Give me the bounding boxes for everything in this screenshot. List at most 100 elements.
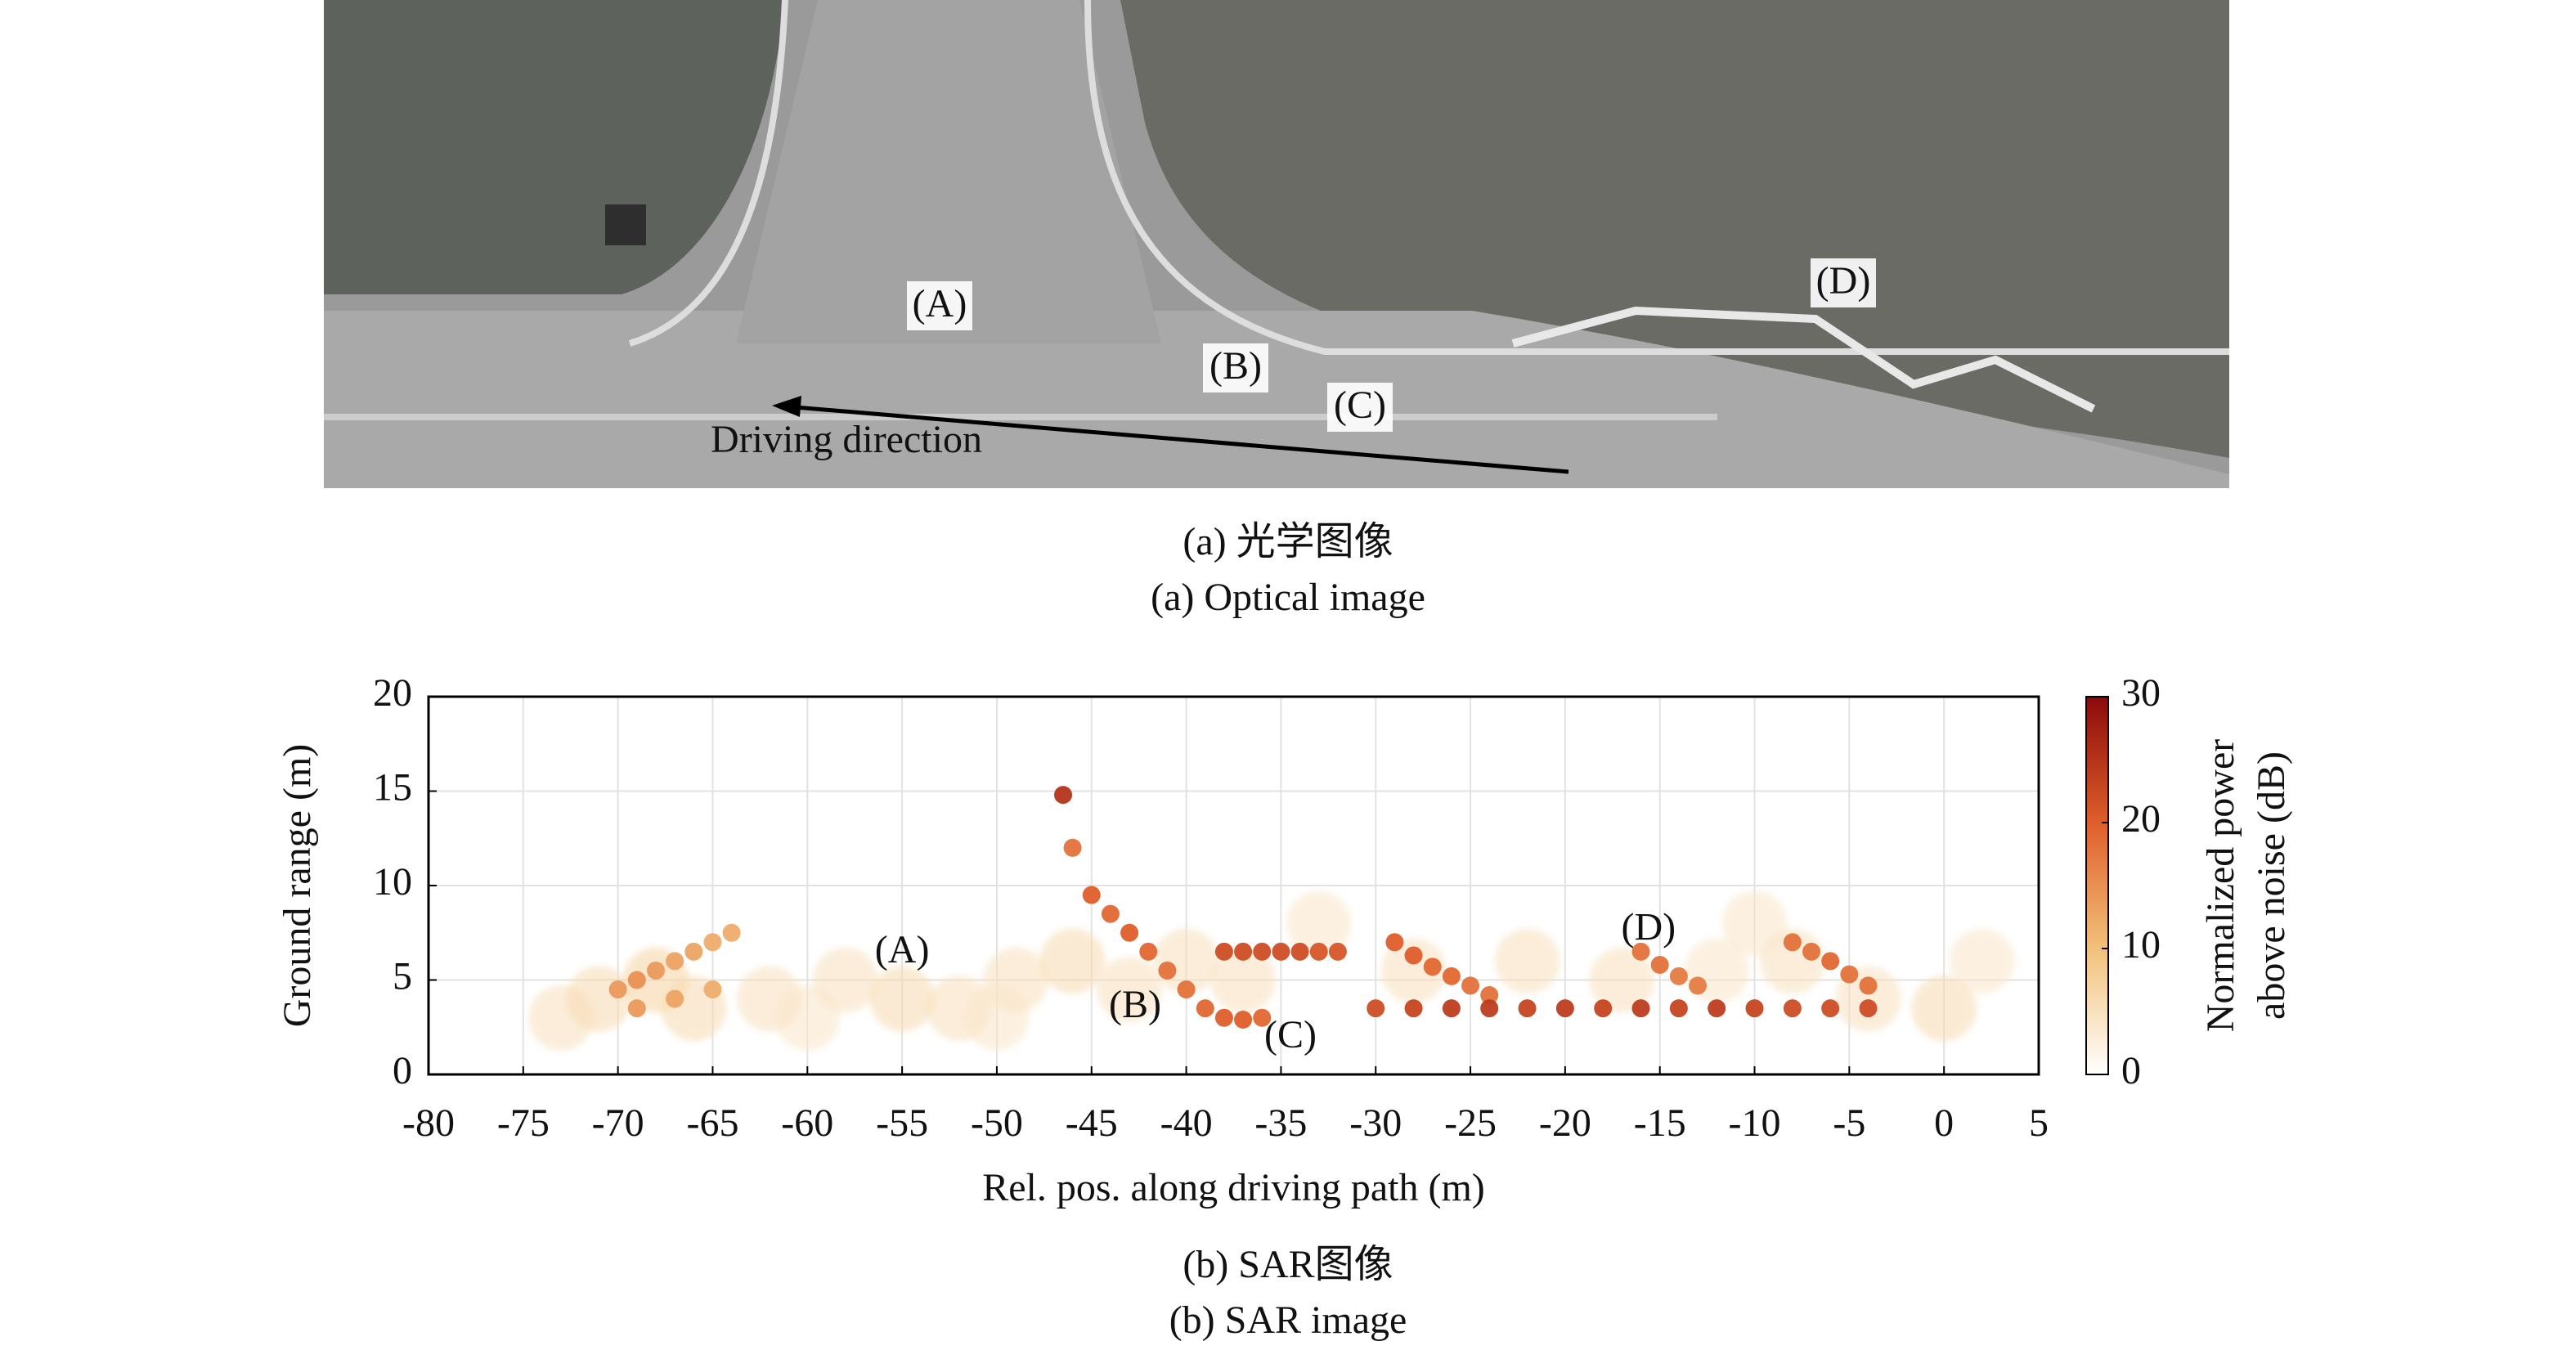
x-tick-label: -35 xyxy=(1254,1101,1307,1145)
heat-point xyxy=(1234,1011,1253,1029)
x-tick-label: -25 xyxy=(1444,1101,1497,1145)
colorbar-tick-label: 10 xyxy=(2121,923,2161,967)
photo-label: (C) xyxy=(1334,383,1386,427)
heat-point xyxy=(1290,942,1309,961)
y-axis-label: Ground range (m) xyxy=(276,744,319,1028)
label-box xyxy=(1811,258,1876,307)
heat-point xyxy=(566,966,632,1032)
heat-point xyxy=(1253,942,1272,961)
heat-point xyxy=(1442,999,1461,1018)
photo-label: (D) xyxy=(1816,259,1871,303)
heat-point xyxy=(627,999,646,1018)
heat-point xyxy=(1669,999,1688,1018)
heat-point xyxy=(869,966,936,1032)
arrow-head xyxy=(772,396,801,417)
annotation: (D) xyxy=(1621,905,1676,949)
photo-label: (A) xyxy=(913,282,967,325)
x-tick-label: -5 xyxy=(1833,1101,1865,1145)
heat-point xyxy=(1783,999,1802,1018)
heatmap xyxy=(528,786,2015,1051)
photo-labels: (A) (B) (C) (D) xyxy=(907,258,1876,432)
optical-image xyxy=(324,0,2229,488)
heat-point xyxy=(1949,928,2015,994)
x-tick-label: -15 xyxy=(1634,1101,1686,1145)
arrow-label: Driving direction xyxy=(711,418,982,461)
heat-point xyxy=(1309,942,1328,961)
heat-point xyxy=(774,984,841,1051)
heat-point xyxy=(1745,999,1764,1018)
label-box xyxy=(907,281,972,330)
heat-point xyxy=(627,971,646,989)
x-tick-label: -70 xyxy=(592,1101,644,1145)
heat-point xyxy=(666,952,684,971)
heat-point xyxy=(1272,942,1290,961)
heat-point xyxy=(1210,947,1277,1013)
heat-point xyxy=(1594,999,1613,1018)
heat-point xyxy=(1802,942,1821,961)
x-tick-label: -40 xyxy=(1160,1101,1213,1145)
y-tick-label: 5 xyxy=(393,955,412,998)
colorbar-tick-label: 30 xyxy=(2121,671,2161,715)
caption: (a) 光学图像 xyxy=(1183,520,1393,563)
heat-point xyxy=(1328,942,1347,961)
heat-point xyxy=(1689,976,1708,995)
annotation: (A) xyxy=(875,928,930,971)
heat-point xyxy=(1139,942,1158,961)
heat-point xyxy=(1631,942,1650,961)
y-tick-label: 10 xyxy=(373,860,412,904)
x-axis-label: Rel. pos. along driving path (m) xyxy=(982,1166,1485,1209)
x-tick-label: -50 xyxy=(971,1101,1023,1145)
heat-point xyxy=(1911,975,1977,1042)
x-tick-label: 5 xyxy=(2029,1101,2049,1145)
x-tick-label: -20 xyxy=(1539,1101,1591,1145)
heat-point xyxy=(646,961,665,980)
heat-point xyxy=(963,984,1030,1051)
label-box xyxy=(1327,383,1393,432)
heat-point xyxy=(1480,999,1499,1018)
heat-point xyxy=(1101,904,1120,923)
colorbar-label: Normalized power xyxy=(2199,739,2242,1033)
heat-point xyxy=(1404,946,1423,965)
heat-point xyxy=(666,989,684,1008)
y-tick-label: 0 xyxy=(393,1049,412,1092)
caption: (a) Optical image xyxy=(1151,576,1425,619)
heat-point xyxy=(1063,838,1082,857)
heat-point xyxy=(1367,999,1385,1018)
heat-point xyxy=(1177,980,1196,999)
heat-point xyxy=(1039,928,1106,994)
heat-point xyxy=(722,923,741,942)
annotation: (C) xyxy=(1264,1013,1317,1056)
heat-point xyxy=(1158,961,1177,980)
y-tick-label: 20 xyxy=(373,671,412,715)
colorbar-tick-label: 20 xyxy=(2121,797,2161,841)
label-box xyxy=(1203,343,1268,392)
heat-point xyxy=(608,980,627,999)
heat-point xyxy=(1669,967,1688,985)
heat-point xyxy=(1423,958,1442,976)
x-tick-label: -55 xyxy=(876,1101,928,1145)
x-tick-label: -10 xyxy=(1729,1101,1781,1145)
heat-point xyxy=(1783,933,1802,952)
heat-point xyxy=(703,980,722,999)
caption: (b) SAR image xyxy=(1169,1298,1407,1342)
caption: (b) SAR图像 xyxy=(1183,1243,1393,1286)
heat-point xyxy=(1840,965,1859,984)
x-tick-label: -45 xyxy=(1066,1101,1118,1145)
heat-point xyxy=(1097,957,1163,1023)
x-tick-label: -30 xyxy=(1349,1101,1402,1145)
photo-label: (B) xyxy=(1209,344,1262,388)
heat-point xyxy=(1082,886,1101,904)
heat-point xyxy=(1589,947,1655,1013)
heat-point xyxy=(1380,937,1447,1003)
colorbar-label: above noise (dB) xyxy=(2250,751,2293,1020)
heat-point xyxy=(1253,1008,1272,1027)
heat-point xyxy=(1054,786,1073,805)
heat-point xyxy=(1721,890,1788,957)
heat-point xyxy=(703,933,722,952)
heat-point xyxy=(1821,999,1840,1018)
heat-point xyxy=(1650,956,1669,975)
heat-point xyxy=(1404,999,1423,1018)
x-tick-label: 0 xyxy=(1934,1101,1954,1145)
heat-point xyxy=(1461,976,1480,995)
